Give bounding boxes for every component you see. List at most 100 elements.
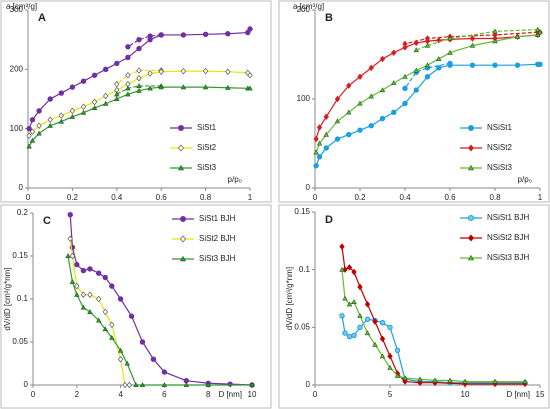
marker [368,93,374,99]
x-tick-label: 0.4 [399,193,411,202]
marker [67,235,73,243]
marker [247,72,253,79]
marker [125,54,131,61]
series-line [67,255,252,386]
marker [109,334,115,340]
marker [339,266,345,272]
x-tick-label: 0 [31,390,36,399]
marker [225,68,231,75]
marker [402,44,408,51]
x-tick-label: 4 [118,390,123,399]
marker [103,66,109,73]
marker [316,140,323,146]
marker [316,154,323,160]
marker [379,335,386,343]
marker [36,108,42,114]
marker [87,309,93,314]
marker [402,85,408,92]
y-axis-label: a [cm³/g] [293,2,324,11]
legend-label: NSiSt1 [487,123,512,132]
marker [69,113,76,119]
marker [537,29,543,35]
x-tick-label: 2 [75,390,80,399]
y-tick-label: 0.1 [17,294,29,303]
marker [339,313,345,319]
marker [417,376,423,382]
marker [26,132,32,140]
marker [147,36,153,43]
marker [357,312,363,318]
marker [158,32,164,38]
legend-marker [180,216,186,222]
marker [357,324,363,331]
marker [69,278,76,284]
marker [80,304,87,310]
marker [69,107,76,115]
marker [122,381,128,389]
legend-marker [180,235,186,243]
y-tick-label: 0.05 [294,322,310,331]
marker [161,369,168,375]
x-tick-label: 0 [313,390,318,399]
marker [95,317,102,323]
panel-frame [0,0,272,203]
marker [225,84,231,90]
marker [334,118,341,124]
marker [114,96,120,102]
x-tick-label: 0 [26,193,31,202]
marker [334,136,341,142]
legend-label: NSiSt3 [487,163,512,172]
marker [136,87,142,93]
legend-marker [468,215,474,221]
marker [436,56,442,62]
legend-label: SiSt1 [197,123,217,132]
x-tick-label: 15 [536,390,545,399]
marker [537,61,543,67]
marker [47,122,53,128]
marker [80,78,87,84]
y-tick-label: 0 [24,380,29,389]
marker [387,364,393,370]
marker [323,131,329,137]
series-line [341,246,525,385]
marker [447,35,453,41]
marker [391,80,397,86]
y-tick-label: 0.15 [294,207,310,216]
y-axis-label: dV/dD [cm³/g*nm] [3,267,12,330]
marker [402,73,408,79]
marker [364,316,371,322]
marker [514,33,521,39]
marker [342,295,348,301]
marker [357,127,363,133]
y-tick-label: 0.05 [12,337,28,346]
marker [128,313,135,319]
marker [158,68,164,75]
x-tick-label: 5 [388,390,393,399]
marker [313,163,319,169]
marker [372,341,378,347]
marker [342,330,348,336]
marker [80,267,87,274]
marker [339,243,345,250]
marker [91,72,98,78]
marker [346,109,352,115]
legend-marker [178,125,184,131]
marker [372,318,378,325]
marker [323,145,329,151]
marker [447,49,453,55]
y-tick-label: 100 [297,94,311,103]
panel-frame [0,204,272,409]
x-tick-label: 6 [162,390,167,399]
marker [357,73,363,81]
legend-label: NSiSt2 BJH [487,233,529,242]
marker [351,332,357,339]
marker [424,74,431,80]
panel-letter: A [38,12,46,24]
marker [522,378,528,384]
marker [91,98,98,106]
x-axis-label: D [nm] [506,390,530,399]
x-tick-label: 0.6 [156,193,168,202]
legend-label: NSiSt2 [487,143,512,152]
marker [402,375,408,381]
